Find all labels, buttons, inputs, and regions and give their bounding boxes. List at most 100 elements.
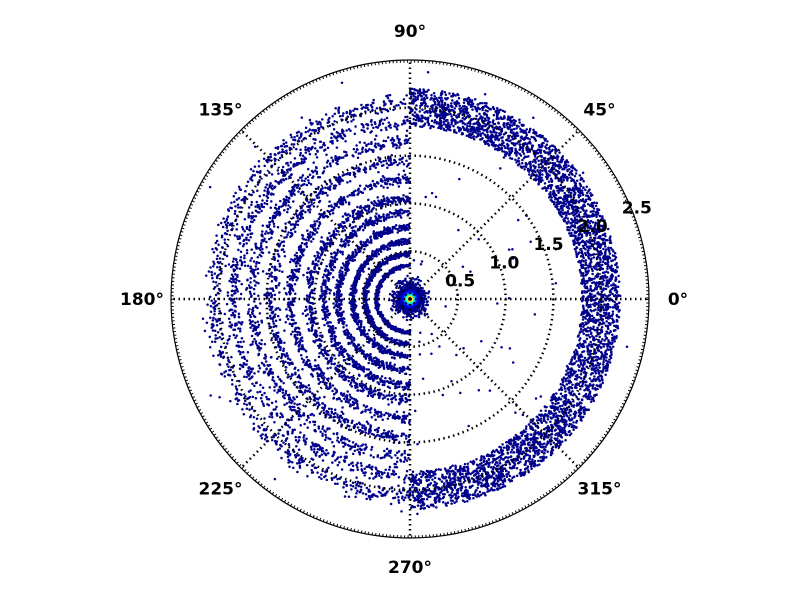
data-point (588, 392, 592, 396)
data-point (545, 456, 548, 459)
data-point (575, 245, 578, 249)
data-point (519, 145, 522, 149)
data-point (588, 276, 591, 280)
data-point (480, 481, 483, 485)
data-point (376, 284, 380, 287)
data-point (594, 287, 597, 290)
data-point (601, 260, 605, 263)
data-point (587, 289, 590, 292)
data-point (546, 450, 549, 454)
data-point (461, 492, 464, 495)
data-point (491, 484, 495, 487)
data-point (600, 267, 603, 270)
data-point (594, 378, 597, 381)
data-point (555, 414, 559, 418)
data-point (503, 467, 507, 470)
data-point (380, 313, 384, 317)
data-point (578, 354, 582, 357)
data-point (478, 469, 482, 473)
data-point (540, 421, 544, 424)
data-point (544, 409, 547, 412)
data-point (434, 97, 437, 101)
data-point (573, 216, 577, 219)
data-point (537, 163, 541, 166)
data-point (475, 114, 478, 118)
data-point (585, 209, 588, 212)
data-point (568, 423, 571, 426)
data-point (449, 477, 453, 480)
data-point (461, 120, 464, 123)
data-point (502, 482, 505, 486)
data-point (502, 479, 505, 483)
data-point (559, 214, 562, 217)
data-point (607, 281, 611, 285)
data-point (503, 144, 506, 148)
data-point (429, 111, 432, 114)
data-point (567, 164, 570, 168)
data-point (509, 450, 513, 454)
data-point (486, 139, 489, 143)
data-point (597, 304, 601, 307)
data-point (411, 490, 414, 494)
data-point (449, 465, 452, 469)
data-point (453, 477, 456, 481)
data-point (461, 131, 464, 135)
data-point (604, 337, 608, 340)
data-point (579, 330, 582, 333)
data-point (428, 476, 432, 479)
data-point (465, 115, 468, 119)
data-point (611, 306, 615, 309)
data-point (592, 294, 596, 298)
data-point (388, 269, 391, 272)
data-point (602, 355, 606, 358)
data-point (431, 503, 435, 506)
data-point (521, 439, 524, 442)
data-point (433, 118, 437, 122)
data-point (596, 326, 599, 329)
data-point (589, 204, 592, 207)
data-point (556, 155, 560, 159)
data-point (456, 491, 460, 495)
data-point (471, 108, 474, 111)
data-point (577, 346, 581, 349)
data-point (578, 182, 582, 185)
data-point (426, 493, 429, 497)
data-point (606, 265, 609, 268)
data-point (508, 150, 511, 153)
data-point (537, 166, 541, 169)
data-point (465, 134, 469, 138)
data-point (580, 266, 583, 270)
data-point (601, 342, 605, 346)
data-point (450, 105, 454, 109)
data-point (570, 362, 574, 366)
data-point (540, 176, 543, 180)
data-point (528, 460, 531, 463)
data-point (589, 219, 593, 223)
data-point (506, 118, 509, 121)
data-point (582, 222, 586, 225)
data-point (544, 175, 548, 179)
data-point (422, 503, 425, 507)
data-point (552, 441, 556, 445)
data-point (562, 376, 566, 379)
data-point (475, 110, 479, 113)
data-point (572, 371, 576, 374)
data-point (588, 364, 592, 368)
data-point (537, 448, 541, 452)
data-point (588, 198, 592, 201)
data-point (456, 489, 460, 492)
data-point (536, 152, 540, 155)
data-point (586, 194, 590, 198)
data-point (556, 437, 559, 440)
data-point (454, 493, 457, 496)
data-point (546, 414, 549, 417)
data-point (426, 485, 429, 489)
data-point (608, 358, 611, 361)
data-point (611, 310, 615, 313)
data-point (579, 178, 582, 181)
data-point (556, 402, 559, 405)
data-point (533, 454, 536, 458)
data-point (560, 436, 564, 439)
data-point (589, 287, 592, 290)
data-point (391, 325, 395, 328)
